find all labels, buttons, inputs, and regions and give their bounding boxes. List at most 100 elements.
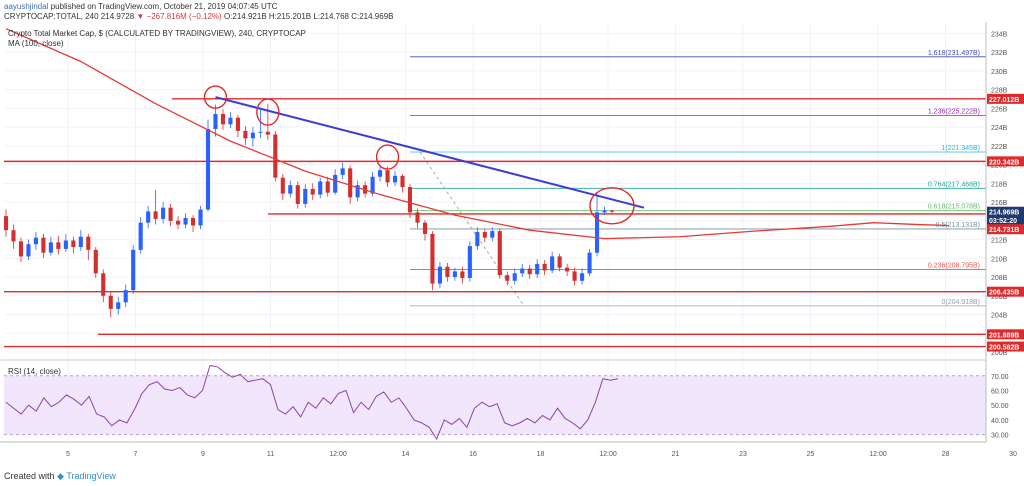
fib-level-label: 0(204.918B) bbox=[941, 299, 980, 306]
price-label: 201.889B bbox=[989, 332, 1019, 339]
price-label-bg bbox=[987, 341, 1024, 352]
fib-level-label: 1.236(225.222B) bbox=[928, 109, 980, 116]
y-tick-label: 206B bbox=[991, 294, 1008, 301]
candle-body bbox=[490, 231, 495, 238]
candle-body bbox=[333, 174, 338, 193]
candle-body bbox=[520, 268, 525, 274]
candle-body bbox=[318, 181, 323, 195]
x-tick-label: 11 bbox=[267, 451, 274, 458]
candle-body bbox=[594, 212, 600, 253]
candle-body bbox=[101, 273, 106, 296]
price-label-bg bbox=[987, 206, 1024, 217]
candle-body bbox=[505, 275, 510, 281]
x-tick-label: 16 bbox=[469, 451, 477, 458]
candle-body bbox=[407, 187, 413, 213]
price-chart[interactable]: 1.618(231.497B) 1.236(225.222B) 1(221.345B… bbox=[0, 22, 1024, 466]
drawings bbox=[203, 85, 645, 225]
candle-body bbox=[565, 267, 570, 272]
grid bbox=[4, 24, 1014, 442]
candle-body bbox=[56, 242, 61, 249]
price-label: 200.582B bbox=[989, 345, 1019, 352]
candlesticks bbox=[3, 103, 615, 318]
x-tick-label: 30 bbox=[1009, 451, 1017, 458]
candle-body bbox=[310, 188, 315, 195]
candle-body bbox=[602, 210, 607, 213]
candle-body bbox=[288, 185, 293, 194]
candle-body bbox=[48, 242, 53, 253]
x-tick-label: 12:00 bbox=[329, 451, 347, 458]
ohlc-close: C:214.969B bbox=[351, 12, 394, 21]
y-tick-label: 234B bbox=[991, 31, 1008, 38]
candle-body bbox=[557, 256, 562, 268]
x-tick-label: 28 bbox=[942, 451, 950, 458]
candle-body bbox=[116, 302, 121, 309]
ma-line bbox=[5, 28, 949, 240]
candle-body bbox=[93, 249, 98, 274]
ohlc-high: H:215.201B bbox=[268, 12, 312, 21]
author-name[interactable]: aayushjindal bbox=[4, 2, 49, 11]
y-tick-label: 232B bbox=[991, 50, 1008, 57]
candle-body bbox=[580, 273, 585, 281]
candle-body bbox=[3, 216, 9, 231]
y-tick-label: 200B bbox=[991, 350, 1008, 357]
candle-body bbox=[138, 222, 143, 250]
price-label-bg bbox=[987, 156, 1024, 167]
x-tick-label: 18 bbox=[537, 451, 545, 458]
candle-body bbox=[161, 207, 166, 219]
candle-body bbox=[273, 134, 278, 178]
candle-body bbox=[108, 295, 113, 309]
candle-body bbox=[63, 240, 68, 249]
x-tick-label: 12:00 bbox=[869, 451, 887, 458]
candle-body bbox=[542, 263, 547, 271]
highlight-circle bbox=[203, 85, 228, 109]
price-label-bg bbox=[987, 329, 1024, 340]
moving-average bbox=[5, 28, 949, 240]
last-price: 214.9728 bbox=[100, 12, 135, 21]
candle-body bbox=[385, 170, 390, 183]
price-label-bg bbox=[987, 214, 1024, 225]
candle-body bbox=[467, 246, 472, 278]
highlight-circle bbox=[589, 187, 635, 225]
candle-body bbox=[482, 232, 487, 238]
candle-body bbox=[355, 185, 360, 198]
trendline bbox=[215, 96, 645, 209]
rsi-title: RSI (14, close) bbox=[8, 367, 61, 376]
candle-body bbox=[18, 241, 24, 257]
candle-body bbox=[250, 132, 255, 139]
price-label-bg bbox=[987, 224, 1024, 235]
brand-name[interactable]: TradingView bbox=[66, 471, 116, 481]
x-tick-label: 14 bbox=[402, 451, 410, 458]
candle-body bbox=[512, 273, 517, 281]
candle-body bbox=[258, 131, 263, 133]
x-tick-label: 21 bbox=[672, 451, 680, 458]
candle-body bbox=[228, 117, 233, 125]
candle-body bbox=[153, 211, 158, 219]
tradingview-logo-icon: ◆ bbox=[57, 471, 64, 481]
candle-body bbox=[243, 130, 248, 139]
candle-body bbox=[370, 176, 375, 194]
candle-body bbox=[146, 211, 151, 223]
candle-body bbox=[11, 230, 16, 242]
y-tick-label: 222B bbox=[991, 144, 1008, 151]
rsi-tick-label: 50.00 bbox=[991, 403, 1009, 410]
price-axis: 234B232B230B228B226B224B222B220B218B216B… bbox=[985, 22, 1024, 466]
candle-body bbox=[235, 117, 240, 131]
candle-body bbox=[430, 233, 435, 284]
candle-body bbox=[535, 263, 540, 275]
candle-body bbox=[348, 168, 353, 198]
time-axis: 5 7 9 11 12:00 14 16 18 12:00 21 23 25 12:00 28 30 bbox=[0, 441, 1017, 458]
y-tick-label: 228B bbox=[991, 88, 1008, 95]
highlight-circle bbox=[256, 98, 280, 126]
y-tick-label: 230B bbox=[991, 69, 1008, 76]
candle-body bbox=[295, 185, 300, 204]
candle-body bbox=[168, 207, 173, 221]
y-tick-label: 208B bbox=[991, 275, 1008, 282]
fib-level-label: 1.618(231.497B) bbox=[928, 50, 980, 57]
rsi-tick-label: 70.00 bbox=[991, 374, 1009, 381]
price-label-bg bbox=[987, 93, 1024, 104]
candle-body bbox=[41, 237, 46, 253]
y-tick-label: 226B bbox=[991, 106, 1008, 113]
candle-body bbox=[176, 220, 181, 225]
candle-body bbox=[452, 271, 457, 278]
price-label: 227.012B bbox=[989, 97, 1019, 104]
